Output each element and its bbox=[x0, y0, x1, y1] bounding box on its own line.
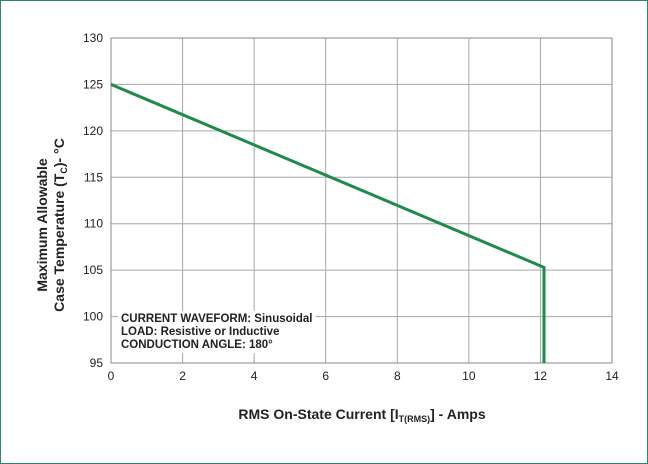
x-tick-label: 2 bbox=[179, 369, 186, 383]
y-tick-label: 105 bbox=[83, 263, 103, 277]
annotation-box bbox=[118, 311, 316, 353]
y-axis-title-line-1: Maximum Allowable bbox=[34, 158, 50, 292]
y-axis-title-line-2: Case Temperature (TC)- °C bbox=[51, 138, 69, 312]
y-axis-title: Maximum Allowable Case Temperature (TC)-… bbox=[34, 138, 69, 312]
y-tick-label: 125 bbox=[83, 77, 103, 91]
y-tick-label: 110 bbox=[84, 217, 103, 231]
x-tick-label: 14 bbox=[605, 369, 619, 383]
series-group bbox=[110, 83, 546, 363]
annotation-line-2: LOAD: Resistive or Inductive bbox=[121, 326, 279, 338]
y-tick-labels: 95 100 105 110 115 120 125 130 bbox=[83, 31, 103, 370]
y-tick-label: 95 bbox=[90, 356, 104, 370]
series-line bbox=[110, 83, 546, 363]
plot-area bbox=[110, 37, 613, 364]
x-axis-title: RMS On-State Current [IT(RMS)] - Amps bbox=[238, 406, 485, 424]
x-tick-label: 10 bbox=[462, 369, 476, 383]
x-tick-labels: 0 2 4 6 8 10 12 14 bbox=[108, 369, 619, 383]
y-tick-label: 115 bbox=[84, 170, 103, 184]
annotation: CURRENT WAVEFORM: Sinusoidal LOAD: Resis… bbox=[121, 313, 312, 351]
annotation-line-3: CONDUCTION ANGLE: 180° bbox=[121, 339, 273, 351]
y-tick-label: 120 bbox=[83, 124, 103, 138]
x-tick-label: 0 bbox=[108, 369, 115, 383]
x-tick-label: 6 bbox=[322, 369, 329, 383]
x-tick-label: 8 bbox=[394, 369, 401, 383]
y-tick-label: 100 bbox=[83, 310, 103, 324]
y-tick-label: 130 bbox=[83, 31, 103, 45]
x-tick-label: 12 bbox=[534, 369, 548, 383]
x-tick-label: 4 bbox=[251, 369, 258, 383]
annotation-line-1: CURRENT WAVEFORM: Sinusoidal bbox=[121, 313, 312, 325]
